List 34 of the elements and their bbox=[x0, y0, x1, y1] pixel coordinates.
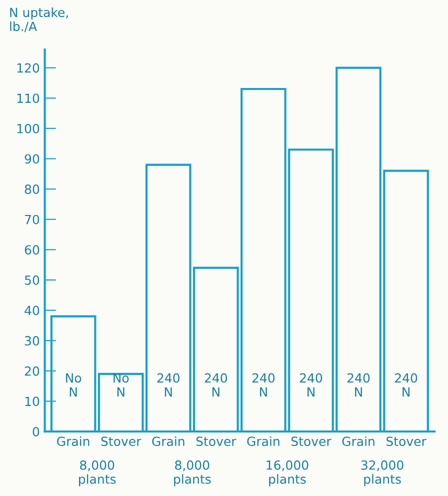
y-tick-label: 50 bbox=[24, 275, 40, 285]
y-tick-label: 30 bbox=[24, 336, 40, 346]
y-tick-label: 90 bbox=[24, 154, 40, 164]
annotation: 240 N bbox=[252, 373, 275, 396]
annotation: 240 N bbox=[395, 373, 418, 396]
x-tick-label: Stover bbox=[196, 436, 236, 446]
annotation: 240 N bbox=[347, 373, 370, 396]
annotation: 240 N bbox=[300, 373, 322, 396]
text: 8,000 plants bbox=[79, 460, 116, 486]
x-tick-label: Stover bbox=[101, 436, 142, 446]
x-tick-label: Grain bbox=[247, 436, 280, 446]
annotation: 240 N bbox=[204, 373, 228, 396]
x-tick-label: Stover bbox=[386, 436, 426, 446]
y-axis-title: N uptake, lb./A bbox=[10, 7, 68, 32]
y-tick-label: 110 bbox=[17, 94, 40, 104]
x-tick-label: Grain bbox=[152, 436, 184, 446]
y-tick-label: 70 bbox=[25, 214, 40, 224]
text: 16,000 plants bbox=[266, 460, 308, 486]
annotation: No N bbox=[114, 373, 129, 396]
x-tick-label: Grain bbox=[342, 436, 374, 446]
y-tick-label: 120 bbox=[17, 63, 40, 73]
y-tick-label: 60 bbox=[24, 245, 40, 255]
x-tick-label: Grain bbox=[57, 436, 90, 446]
y-tick-label: 80 bbox=[24, 184, 40, 194]
y-tick-label: 40 bbox=[24, 306, 40, 316]
annotation: 240 N bbox=[157, 373, 180, 396]
y-tick-label: 20 bbox=[24, 366, 40, 376]
y-tick-label: 100 bbox=[17, 124, 40, 134]
x-tick-label: Stover bbox=[291, 436, 332, 446]
y-tick-label: 10 bbox=[25, 396, 40, 406]
y-tick-label: 0 bbox=[32, 426, 40, 436]
text: 8,000 plants bbox=[174, 460, 211, 486]
annotation: No N bbox=[66, 373, 82, 396]
text: 32,000 plants bbox=[361, 460, 404, 486]
